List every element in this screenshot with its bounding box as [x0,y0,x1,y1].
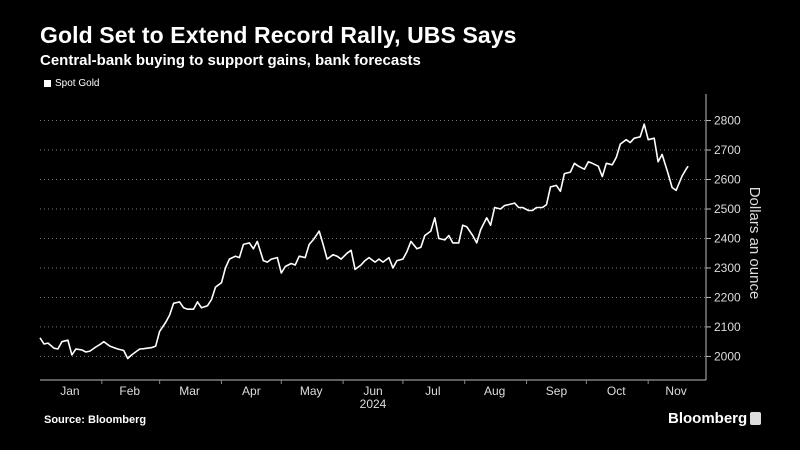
brand-name: Bloomberg [668,410,748,427]
x-tick-label-sep: Sep [546,384,568,398]
y-tick-label-2000: 2000 [714,349,741,363]
y-tick-label-2200: 2200 [714,290,741,304]
chart-title: Gold Set to Extend Record Rally, UBS Say… [40,22,517,48]
y-axis-label: Dollars an ounce [746,187,763,300]
x-tick-label-nov: Nov [665,384,686,398]
legend: Spot Gold [44,78,99,89]
brand-logo: Bloomberg [668,410,762,427]
y-tick-label-2800: 2800 [714,114,741,128]
x-tick-label-feb: Feb [119,384,140,398]
y-tick-label-2400: 2400 [714,231,741,245]
legend-swatch [44,80,51,87]
axes: 2000 2100 2200 2300 2400 2500 2600 2700 2800 Jan F… [40,94,763,411]
x-tick-label-aug: Aug [484,384,505,398]
y-tick-label-2300: 2300 [714,261,741,275]
x-tick-label-jan: Jan [60,384,79,398]
y-tick-label-2600: 2600 [714,173,741,187]
chart-subtitle: Central-bank buying to support gains, ba… [40,52,421,69]
x-year-label: 2024 [360,397,387,411]
x-tick-label-may: May [300,384,323,398]
y-tick-label-2100: 2100 [714,320,741,334]
x-tick-label-oct: Oct [607,384,626,398]
bloomberg-icon [750,412,762,425]
x-tick-label-jul: Jul [425,384,440,398]
x-tick-label-mar: Mar [179,384,200,398]
y-tick-label-2700: 2700 [714,143,741,157]
grid-lines [40,120,706,357]
source-note: Source: Bloomberg [44,414,147,426]
series-layer [39,123,689,360]
x-tick-label-apr: Apr [242,384,261,398]
x-tick-label-jun: Jun [363,384,382,398]
series-line-spot-gold [39,123,689,360]
legend-label: Spot Gold [55,78,100,89]
y-tick-label-2500: 2500 [714,202,741,216]
